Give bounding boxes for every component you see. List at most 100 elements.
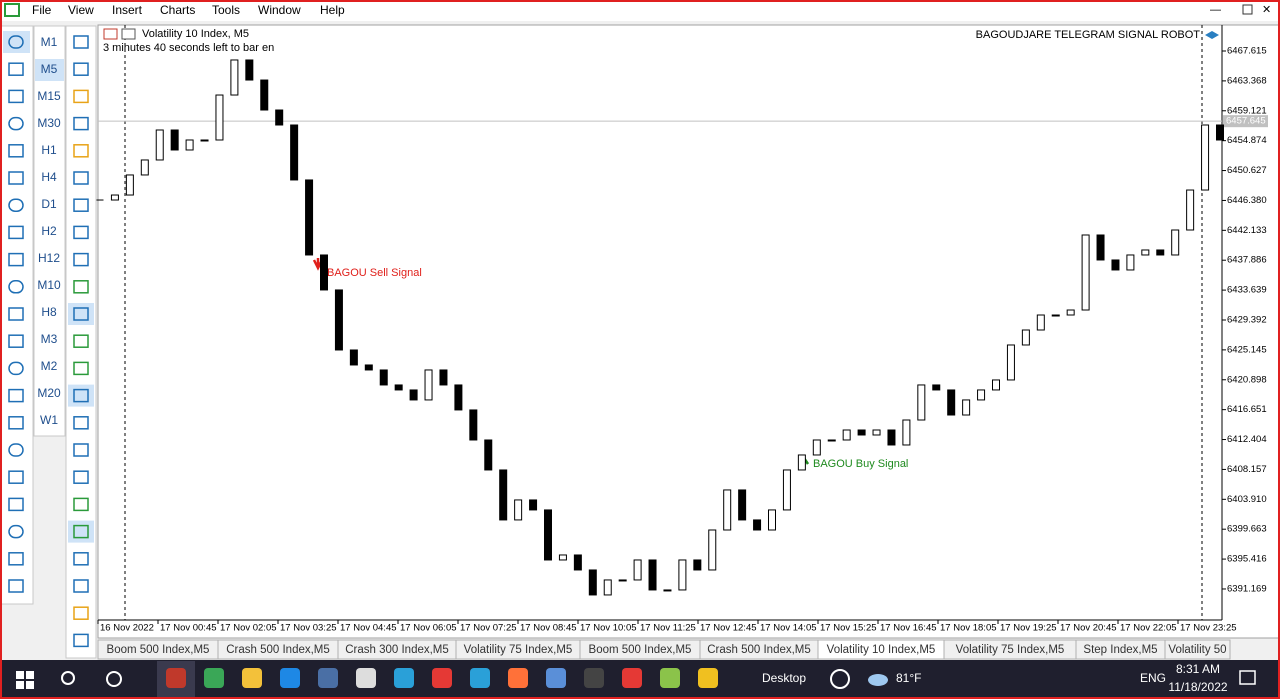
timeframe[interactable]: M3 <box>41 332 58 346</box>
taskbar-app[interactable] <box>280 668 300 688</box>
chart-tool-icon[interactable] <box>73 361 89 376</box>
close[interactable]: ✕ <box>1262 4 1271 16</box>
taskbar-date[interactable]: 11/18/2022 <box>1168 680 1227 694</box>
tool-icon[interactable] <box>8 470 24 484</box>
chart-tool-icon[interactable] <box>73 388 89 403</box>
timeframe[interactable]: M15 <box>37 89 61 103</box>
tool-icon[interactable] <box>8 524 24 539</box>
chart-tool-icon[interactable] <box>73 579 89 593</box>
timeframe[interactable]: H1 <box>41 143 57 157</box>
taskbar-app[interactable] <box>622 668 642 688</box>
taskbar-app[interactable] <box>508 668 528 688</box>
menu-item[interactable]: View <box>68 3 94 17</box>
tab-label[interactable]: Boom 500 Index,M5 <box>589 644 692 656</box>
timeframe[interactable]: M1 <box>41 35 58 49</box>
tool-icon[interactable] <box>8 280 24 294</box>
timeframe[interactable]: M5 <box>41 62 58 76</box>
menu-item[interactable]: Tools <box>212 3 240 17</box>
tab-label[interactable]: Crash 300 Index,M5 <box>345 644 449 656</box>
taskbar-language[interactable]: ENG <box>1140 671 1166 685</box>
timeframe[interactable]: M20 <box>37 386 61 400</box>
tab-label[interactable]: Crash 500 Index,M5 <box>226 644 330 656</box>
chart-tool-icon[interactable] <box>73 35 89 49</box>
tool-icon[interactable] <box>8 89 24 104</box>
chart-tool-icon[interactable] <box>73 606 89 620</box>
chart-tool-icon[interactable] <box>73 497 89 512</box>
taskbar-app[interactable] <box>660 668 680 688</box>
tab-label[interactable]: Volatility 75 Index,M5 <box>464 644 573 656</box>
taskbar-desktop[interactable]: Desktop <box>762 671 806 685</box>
tool-icon[interactable] <box>8 443 24 457</box>
taskbar-app[interactable] <box>470 668 490 688</box>
taskbar-app[interactable] <box>394 668 414 688</box>
tool-icon[interactable] <box>8 416 24 430</box>
tool-icon[interactable] <box>8 579 24 593</box>
menu-item[interactable]: Help <box>320 3 345 17</box>
chart-tool-icon[interactable] <box>73 524 89 539</box>
timeframe[interactable]: M30 <box>37 116 61 130</box>
chart-tool-icon[interactable] <box>73 280 89 294</box>
tool-icon[interactable] <box>8 252 24 267</box>
tool-icon[interactable] <box>8 116 24 131</box>
tool-icon[interactable] <box>8 552 24 566</box>
chart-tool-icon[interactable] <box>73 416 89 430</box>
taskbar-app[interactable] <box>698 668 718 688</box>
taskbar-app[interactable] <box>204 668 224 688</box>
tool-icon[interactable] <box>8 171 24 185</box>
tab-label[interactable]: Step Index,M5 <box>1083 644 1157 656</box>
tool-icon[interactable] <box>8 388 24 403</box>
timeframe[interactable]: H8 <box>41 305 57 319</box>
weather-icon[interactable] <box>868 674 888 686</box>
timeframe[interactable]: M10 <box>37 278 61 292</box>
menu-item[interactable]: Window <box>258 3 301 17</box>
taskbar-app[interactable] <box>584 668 604 688</box>
menu-item[interactable]: Charts <box>160 3 195 17</box>
taskbar-app[interactable] <box>356 668 376 688</box>
help-icon[interactable] <box>830 669 850 689</box>
tab[interactable] <box>1164 639 1231 660</box>
timeframe[interactable]: H2 <box>41 224 57 238</box>
timeframe[interactable]: W1 <box>40 413 58 427</box>
tool-icon[interactable] <box>8 225 24 240</box>
notifications[interactable] <box>1239 670 1256 685</box>
timeframe[interactable]: M2 <box>41 359 58 373</box>
timeframe[interactable]: D1 <box>41 197 57 211</box>
taskbar-weather[interactable]: 81°F <box>896 671 921 685</box>
taskbar-app[interactable] <box>242 668 262 688</box>
start-button[interactable] <box>16 671 34 689</box>
menu-item[interactable]: File <box>32 3 52 17</box>
tool-icon[interactable] <box>8 361 24 376</box>
tool-icon[interactable] <box>8 497 24 512</box>
chart-tool-icon[interactable] <box>73 443 89 457</box>
taskbar-app[interactable] <box>546 668 566 688</box>
timeframe[interactable]: H12 <box>38 251 60 265</box>
chart-tool-icon[interactable] <box>73 470 89 484</box>
tab-label[interactable]: Volatility 10 Index,M5 <box>827 644 936 656</box>
chart-tool-icon[interactable] <box>73 116 89 131</box>
chart-tool-icon[interactable] <box>73 62 89 76</box>
tool-icon[interactable] <box>8 35 24 49</box>
taskbar-time[interactable]: 8:31 AM <box>1176 662 1220 676</box>
timeframe[interactable]: H4 <box>41 170 57 184</box>
chart-tool-icon[interactable] <box>73 144 89 158</box>
chart-tool-icon[interactable] <box>73 225 89 240</box>
task-view[interactable] <box>106 671 122 687</box>
restore[interactable] <box>1242 4 1253 15</box>
tab-label[interactable]: Boom 500 Index,M5 <box>107 644 210 656</box>
chart-tool-icon[interactable] <box>73 171 89 185</box>
tool-icon[interactable] <box>8 144 24 158</box>
tool-icon[interactable] <box>8 334 24 348</box>
minimize[interactable]: — <box>1210 4 1221 16</box>
tool-icon[interactable] <box>8 307 24 321</box>
taskbar-app[interactable] <box>166 668 186 688</box>
tab-label[interactable]: Volatility 50 <box>1168 644 1226 656</box>
taskbar-app[interactable] <box>432 668 452 688</box>
chart-tool-icon[interactable] <box>73 307 89 321</box>
chart-tool-icon[interactable] <box>73 89 89 104</box>
taskbar-app[interactable] <box>318 668 338 688</box>
menu-item[interactable]: Insert <box>112 3 143 17</box>
tool-icon[interactable] <box>8 62 24 76</box>
tool-icon[interactable] <box>8 198 24 212</box>
chart-tool-icon[interactable] <box>73 334 89 348</box>
tab-label[interactable]: Crash 500 Index,M5 <box>707 644 811 656</box>
